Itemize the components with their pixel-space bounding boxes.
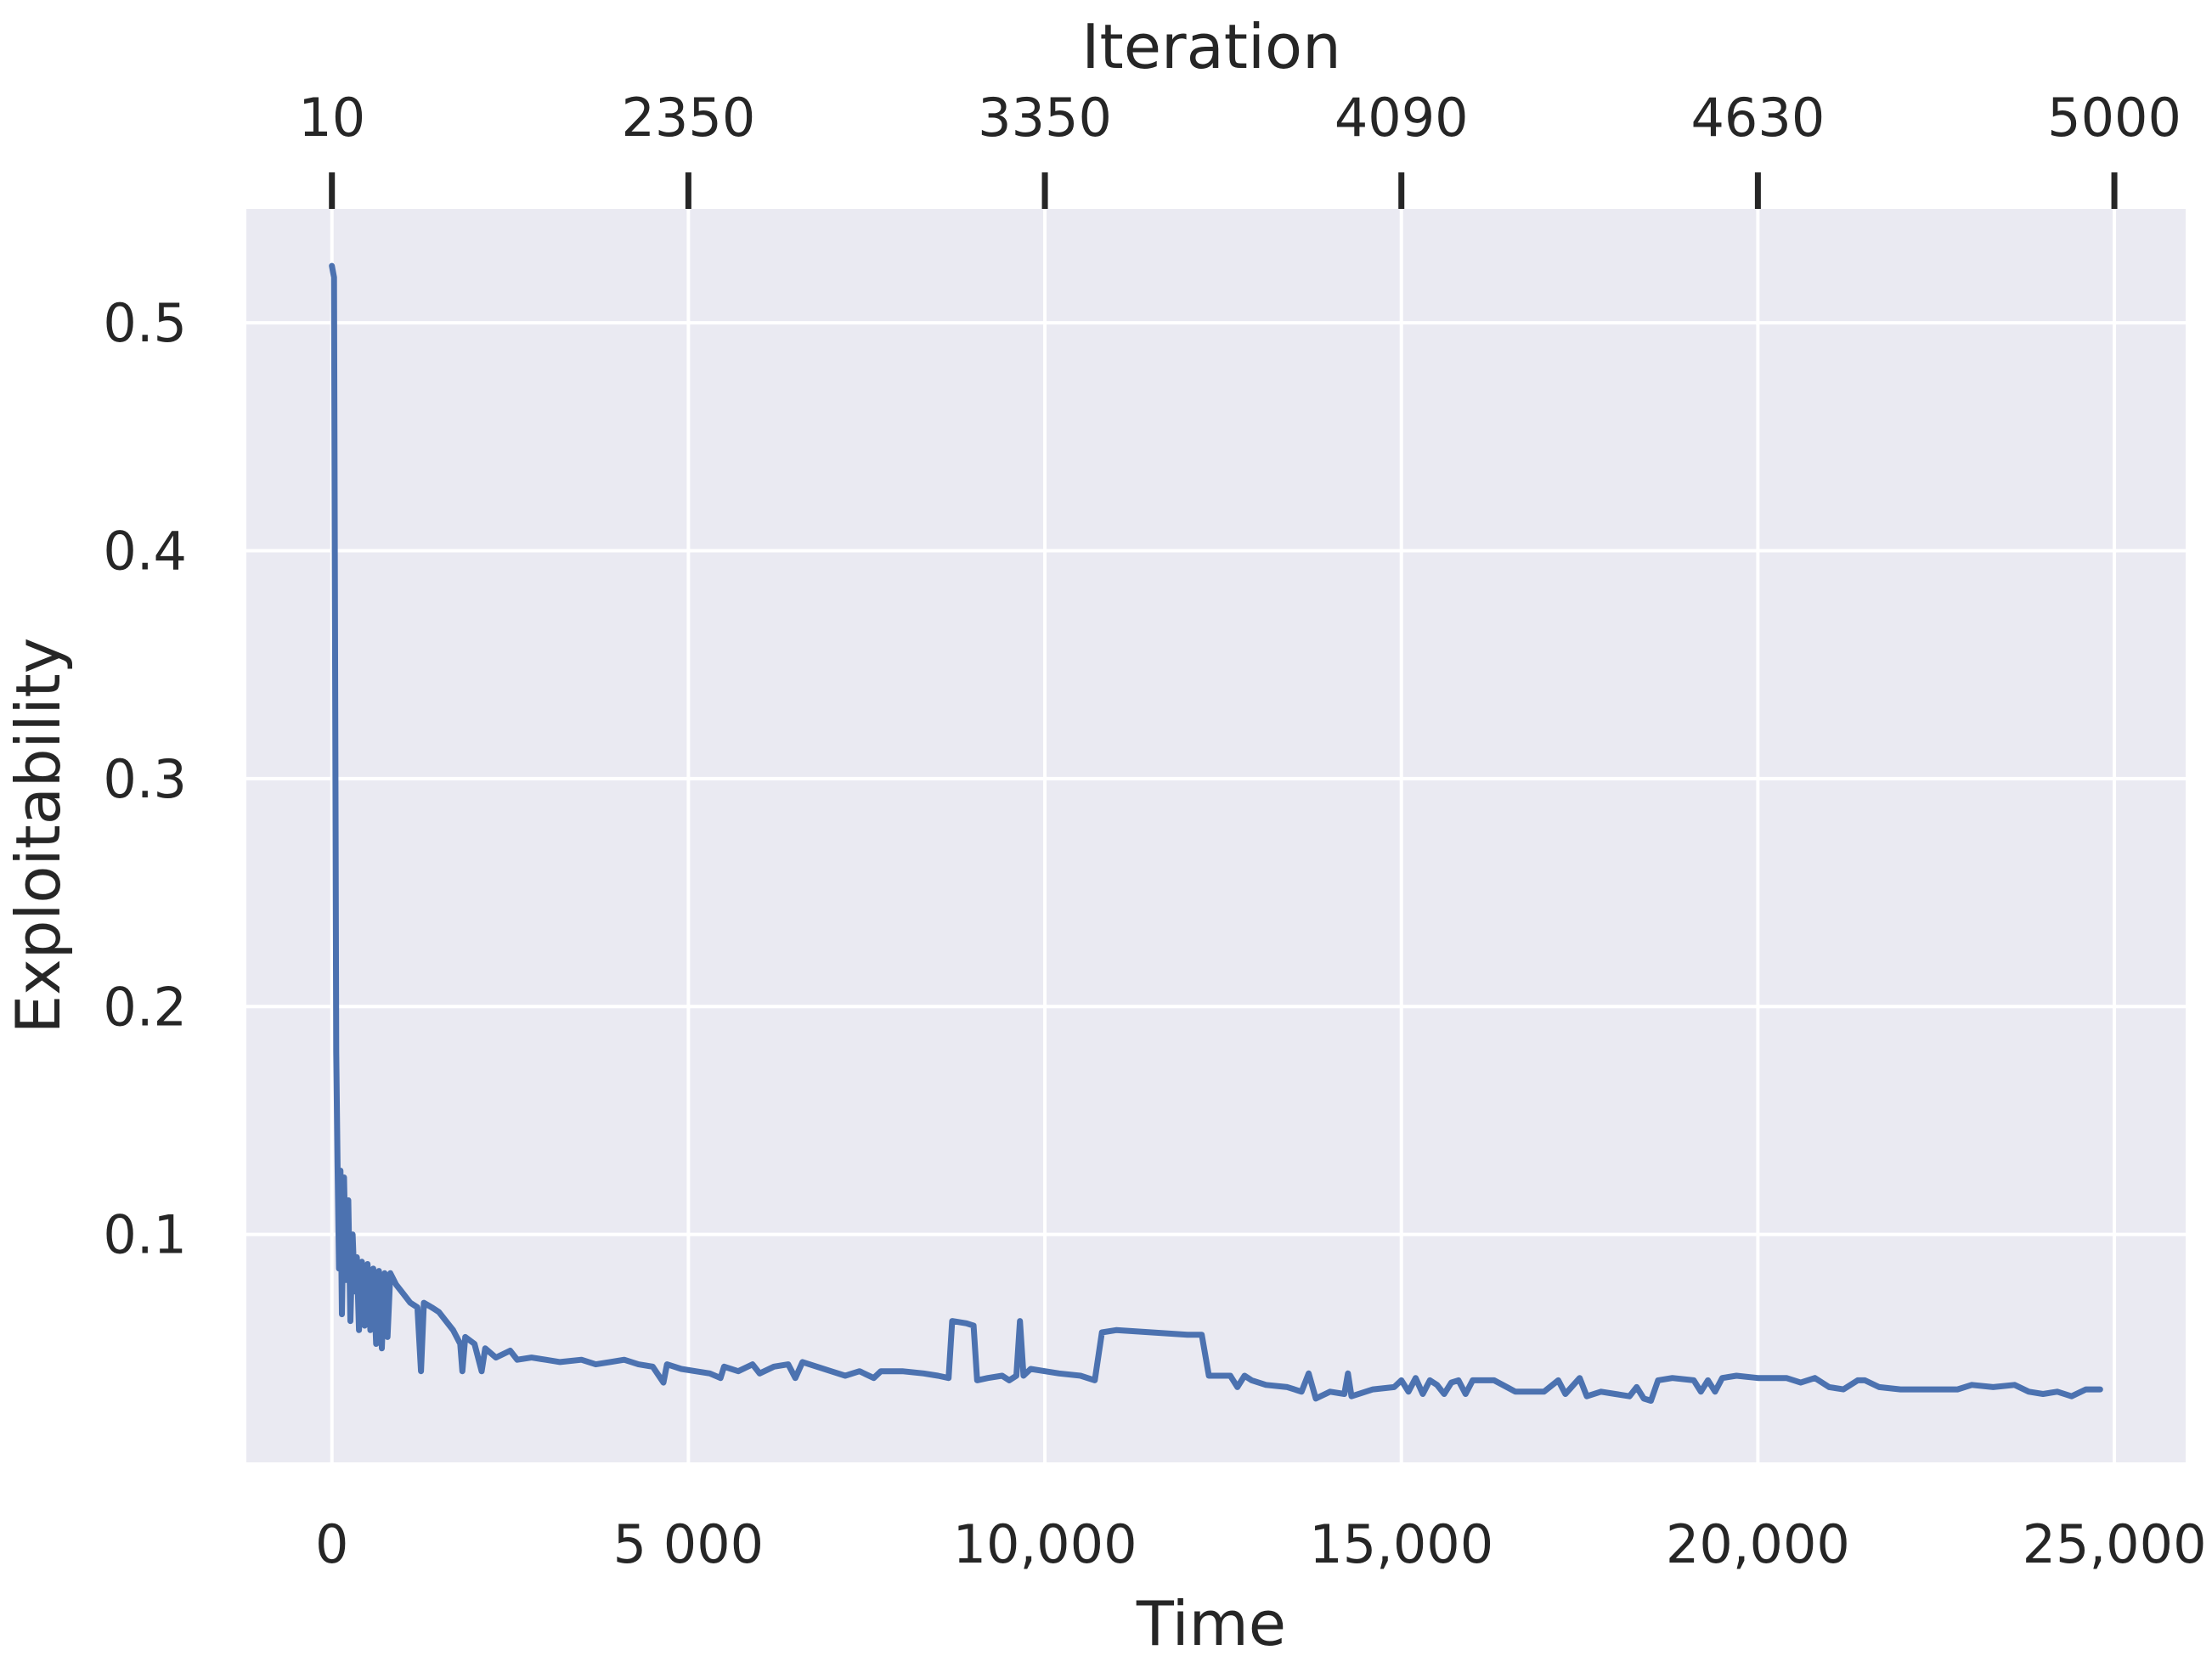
top-tick-label: 4090 bbox=[1335, 87, 1469, 149]
x-tick-label: 25,000 bbox=[2023, 1513, 2207, 1575]
x-axis-tick-labels: 0 5 000 10,000 15,000 20,000 25,000 bbox=[315, 1513, 2207, 1575]
x-tick-label: 5 000 bbox=[613, 1513, 765, 1575]
x-axis-title: Time bbox=[1136, 1588, 1286, 1659]
y-tick-label: 0.1 bbox=[103, 1204, 187, 1266]
y-axis-title: Exploitability bbox=[3, 638, 74, 1034]
top-tick-label: 3350 bbox=[978, 87, 1112, 149]
y-tick-label: 0.2 bbox=[103, 976, 187, 1038]
y-tick-label: 0.4 bbox=[103, 521, 187, 583]
y-tick-label: 0.5 bbox=[103, 292, 187, 354]
top-tick-label: 2350 bbox=[621, 87, 755, 149]
x-tick-label: 15,000 bbox=[1309, 1513, 1493, 1575]
grid-lines bbox=[246, 209, 2186, 1462]
y-axis-tick-labels: 0.1 0.2 0.3 0.4 0.5 bbox=[103, 292, 187, 1265]
top-axis-ticks bbox=[329, 172, 2118, 209]
x-tick-label: 20,000 bbox=[1666, 1513, 1850, 1575]
x-tick-label: 0 bbox=[315, 1513, 348, 1575]
x-tick-label: 10,000 bbox=[953, 1513, 1137, 1575]
top-tick-label: 5000 bbox=[2047, 87, 2181, 149]
y-tick-label: 0.3 bbox=[103, 748, 187, 810]
top-tick-label: 10 bbox=[298, 87, 365, 149]
top-axis-title: Iteration bbox=[1081, 11, 1340, 82]
top-axis-tick-labels: 10 2350 3350 4090 4630 5000 bbox=[298, 87, 2181, 149]
series-line bbox=[329, 262, 2103, 1404]
top-tick-label: 4630 bbox=[1690, 87, 1825, 149]
data-series bbox=[329, 262, 2103, 1404]
plot-background bbox=[246, 209, 2186, 1462]
